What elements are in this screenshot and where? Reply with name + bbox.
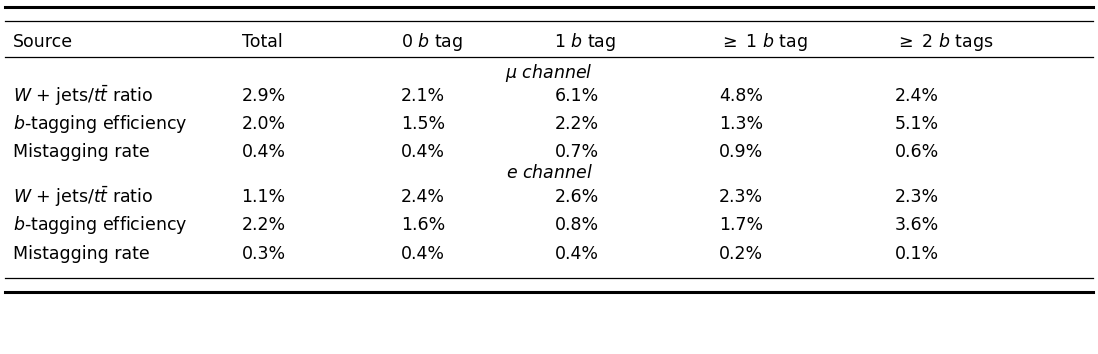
Text: 0.6%: 0.6% (895, 143, 939, 160)
Text: 3.6%: 3.6% (895, 217, 939, 234)
Text: 2.9%: 2.9% (242, 87, 285, 104)
Text: $W$ + jets/$t\bar{t}$ ratio: $W$ + jets/$t\bar{t}$ ratio (13, 185, 154, 210)
Text: 5.1%: 5.1% (895, 115, 939, 133)
Text: 2.2%: 2.2% (242, 217, 285, 234)
Text: 0.4%: 0.4% (401, 245, 445, 263)
Text: 0.2%: 0.2% (719, 245, 763, 263)
Text: 1.6%: 1.6% (401, 217, 445, 234)
Text: 0.3%: 0.3% (242, 245, 285, 263)
Text: $b$-tagging efficiency: $b$-tagging efficiency (13, 215, 188, 236)
Text: 2.2%: 2.2% (554, 115, 598, 133)
Text: Total: Total (242, 34, 282, 51)
Text: 0.9%: 0.9% (719, 143, 763, 160)
Text: $\geq$ 1 $b$ tag: $\geq$ 1 $b$ tag (719, 32, 808, 53)
Text: 0.7%: 0.7% (554, 143, 598, 160)
Text: 1 $b$ tag: 1 $b$ tag (554, 32, 617, 53)
Text: 4.8%: 4.8% (719, 87, 763, 104)
Text: $b$-tagging efficiency: $b$-tagging efficiency (13, 113, 188, 135)
Text: 2.3%: 2.3% (895, 188, 939, 206)
Text: 0.4%: 0.4% (242, 143, 285, 160)
Text: Source: Source (13, 34, 74, 51)
Text: 2.3%: 2.3% (719, 188, 763, 206)
Text: 2.0%: 2.0% (242, 115, 285, 133)
Text: 1.1%: 1.1% (242, 188, 285, 206)
Text: 2.4%: 2.4% (401, 188, 445, 206)
Text: Mistagging rate: Mistagging rate (13, 143, 150, 160)
Text: 1.3%: 1.3% (719, 115, 763, 133)
Text: 2.4%: 2.4% (895, 87, 939, 104)
Text: 0 $b$ tag: 0 $b$ tag (401, 32, 463, 53)
Text: 1.5%: 1.5% (401, 115, 445, 133)
Text: 2.1%: 2.1% (401, 87, 445, 104)
Text: $e$ channel: $e$ channel (505, 165, 593, 182)
Text: $W$ + jets/$t\bar{t}$ ratio: $W$ + jets/$t\bar{t}$ ratio (13, 83, 154, 108)
Text: 0.8%: 0.8% (554, 217, 598, 234)
Text: 0.1%: 0.1% (895, 245, 939, 263)
Text: $\geq$ 2 $b$ tags: $\geq$ 2 $b$ tags (895, 32, 994, 53)
Text: $\mu$ channel: $\mu$ channel (505, 62, 593, 84)
Text: 1.7%: 1.7% (719, 217, 763, 234)
Text: 2.6%: 2.6% (554, 188, 598, 206)
Text: 0.4%: 0.4% (401, 143, 445, 160)
Text: 0.4%: 0.4% (554, 245, 598, 263)
Text: 6.1%: 6.1% (554, 87, 598, 104)
Text: Mistagging rate: Mistagging rate (13, 245, 150, 263)
